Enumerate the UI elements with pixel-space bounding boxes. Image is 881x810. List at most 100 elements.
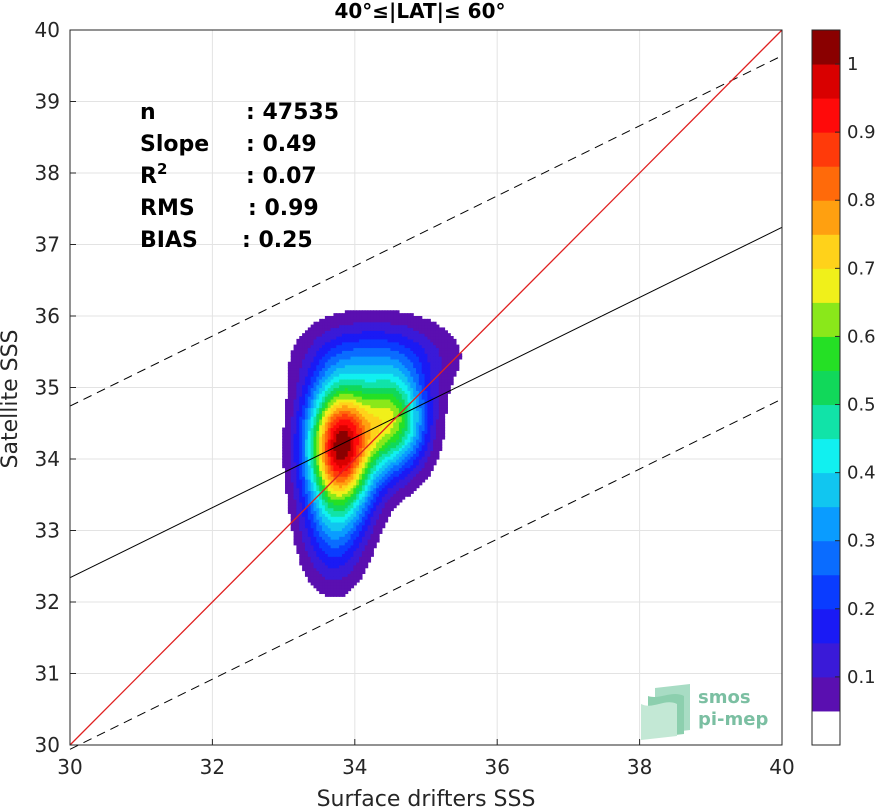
- contour-cell: [421, 459, 426, 463]
- contour-cell: [287, 424, 292, 429]
- contour-cell: [379, 347, 383, 351]
- contour-cell: [304, 530, 309, 534]
- contour-cell: [327, 527, 332, 532]
- contour-cell: [390, 310, 394, 314]
- contour-cell: [421, 438, 426, 443]
- contour-cell: [339, 484, 343, 489]
- contour-cell: [336, 396, 340, 400]
- contour-cell: [401, 493, 406, 497]
- contour-cell: [307, 544, 312, 549]
- contour-cell: [361, 421, 366, 426]
- contour-cell: [350, 467, 354, 472]
- contour-cell: [322, 576, 326, 580]
- contour-cell: [418, 410, 423, 414]
- contour-cell: [396, 324, 400, 329]
- contour-cell: [330, 539, 335, 543]
- contour-cell: [424, 473, 429, 477]
- contour-cell: [421, 418, 426, 423]
- contour-cell: [327, 587, 332, 592]
- contour-cell: [302, 361, 306, 366]
- contour-cell: [404, 321, 409, 326]
- contour-cell: [387, 496, 391, 500]
- contour-cell: [453, 364, 457, 369]
- contour-cell: [381, 318, 386, 323]
- contour-cell: [396, 496, 400, 500]
- contour-cell: [293, 390, 298, 394]
- contour-cell: [290, 361, 295, 366]
- contour-cell: [376, 361, 380, 366]
- contour-cell: [410, 370, 414, 374]
- contour-cell: [381, 370, 386, 374]
- contour-cell: [379, 516, 383, 520]
- contour-cell: [324, 358, 329, 363]
- contour-cell: [376, 461, 380, 466]
- contour-cell: [313, 324, 317, 329]
- contour-cell: [347, 356, 352, 360]
- contour-cell: [341, 453, 346, 457]
- contour-cell: [310, 513, 315, 517]
- contour-cell: [433, 341, 437, 346]
- contour-cell: [370, 467, 374, 472]
- contour-cell: [333, 484, 337, 489]
- contour-cell: [310, 539, 315, 543]
- contour-cell: [433, 324, 437, 329]
- contour-cell: [344, 367, 349, 371]
- contour-cell: [435, 370, 440, 374]
- contour-cell: [367, 341, 372, 346]
- contour-cell: [287, 390, 292, 394]
- contour-cell: [313, 347, 317, 351]
- contour-cell: [376, 441, 380, 446]
- contour-cell: [364, 401, 369, 406]
- contour-cell: [384, 367, 389, 371]
- contour-cell: [441, 364, 446, 369]
- contour-cell: [344, 547, 349, 552]
- contour-cell: [330, 519, 335, 523]
- contour-cell: [356, 504, 360, 509]
- contour-cell: [404, 433, 409, 437]
- contour-cell: [299, 467, 303, 472]
- contour-cell: [364, 387, 369, 391]
- contour-cell: [307, 410, 312, 414]
- contour-cell: [407, 378, 411, 383]
- contour-cell: [302, 396, 306, 400]
- contour-cell: [373, 544, 377, 549]
- contour-cell: [339, 410, 343, 414]
- contour-cell: [447, 381, 451, 386]
- contour-cell: [424, 347, 429, 351]
- contour-cell: [430, 367, 434, 371]
- contour-cell: [396, 421, 400, 426]
- contour-cell: [367, 524, 372, 529]
- contour-cell: [364, 456, 369, 460]
- contour-cell: [433, 358, 437, 363]
- contour-cell: [367, 318, 372, 323]
- contour-cell: [410, 413, 414, 417]
- contour-cell: [336, 364, 340, 369]
- contour-cell: [393, 467, 397, 472]
- contour-cell: [347, 338, 352, 343]
- contour-cell: [390, 476, 394, 480]
- contour-cell: [330, 364, 335, 369]
- contour-cell: [370, 393, 374, 397]
- contour-cell: [387, 470, 391, 474]
- contour-cell: [341, 341, 346, 346]
- contour-cell: [330, 507, 335, 512]
- contour-cell: [381, 521, 386, 526]
- contour-cell: [344, 370, 349, 374]
- contour-cell: [413, 464, 417, 469]
- contour-cell: [379, 384, 383, 389]
- contour-cell: [416, 433, 420, 437]
- contour-cell: [296, 398, 300, 403]
- contour-cell: [350, 370, 354, 374]
- contour-cell: [410, 430, 414, 434]
- contour-cell: [299, 410, 303, 414]
- contour-cell: [404, 324, 409, 329]
- contour-cell: [327, 584, 332, 589]
- contour-cell: [376, 481, 380, 486]
- contour-cell: [379, 330, 383, 334]
- contour-cell: [359, 321, 363, 326]
- contour-cell: [336, 467, 340, 472]
- contour-cell: [290, 438, 295, 443]
- contour-cell: [381, 384, 386, 389]
- contour-cell: [344, 504, 349, 509]
- contour-cell: [376, 344, 380, 349]
